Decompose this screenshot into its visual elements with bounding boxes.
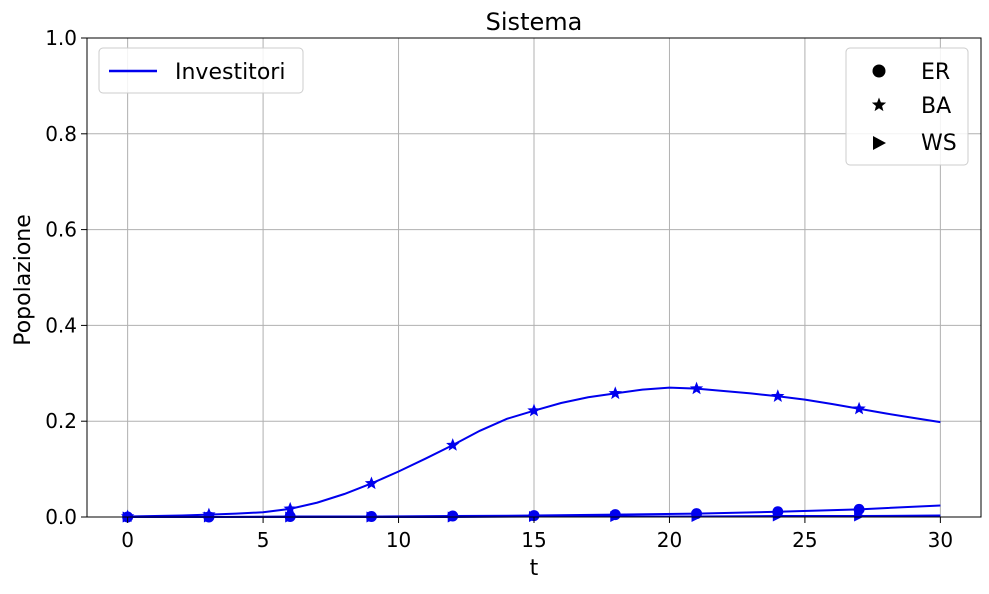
data-point-ba bbox=[608, 386, 622, 400]
x-tick-label: 10 bbox=[386, 528, 411, 552]
marker-legend: ER BA WS bbox=[845, 47, 969, 166]
legend-label-investitori: Investitori bbox=[175, 60, 285, 85]
y-tick-label: 0.4 bbox=[45, 313, 77, 337]
data-point-ba bbox=[364, 476, 379, 490]
series-legend: Investitori bbox=[98, 47, 304, 94]
data-point-ba bbox=[771, 389, 785, 402]
data-point-ba bbox=[446, 438, 460, 451]
y-tick-label: 0.8 bbox=[45, 122, 77, 146]
x-axis-ticks: 0 5 10 15 20 25 30 bbox=[121, 517, 953, 552]
data-point-ba bbox=[283, 501, 297, 515]
y-axis-ticks: 0.0 0.2 0.4 0.6 0.8 1.0 bbox=[45, 26, 87, 529]
legend-ws-triangle-icon bbox=[873, 136, 886, 150]
series-legend-box bbox=[98, 47, 304, 94]
x-tick-label: 0 bbox=[121, 528, 134, 552]
data-point-ws bbox=[854, 510, 866, 522]
y-tick-label: 0.0 bbox=[45, 505, 77, 529]
x-tick-label: 30 bbox=[928, 528, 953, 552]
legend-ba-star-icon bbox=[871, 97, 887, 112]
legend-er-circle-icon bbox=[872, 64, 886, 78]
chart-title: Sistema bbox=[486, 8, 583, 36]
data-point-ws bbox=[772, 510, 784, 522]
legend-label-ba: BA bbox=[921, 94, 951, 119]
x-tick-label: 5 bbox=[257, 528, 270, 552]
x-axis-label: t bbox=[530, 556, 539, 581]
series-group bbox=[120, 381, 941, 523]
x-tick-label: 15 bbox=[521, 528, 546, 552]
x-tick-label: 25 bbox=[792, 528, 817, 552]
legend-label-er: ER bbox=[921, 60, 950, 85]
y-tick-label: 0.6 bbox=[45, 218, 77, 242]
data-point-ba bbox=[852, 401, 866, 415]
data-point-ba bbox=[527, 403, 541, 417]
y-tick-label: 0.2 bbox=[45, 409, 77, 433]
y-tick-label: 1.0 bbox=[45, 26, 77, 50]
data-point-ba bbox=[689, 381, 704, 395]
marker-legend-box bbox=[845, 47, 969, 166]
legend-label-ws: WS bbox=[921, 131, 957, 156]
y-axis-label: Popolazione bbox=[11, 214, 36, 346]
x-tick-label: 20 bbox=[657, 528, 682, 552]
